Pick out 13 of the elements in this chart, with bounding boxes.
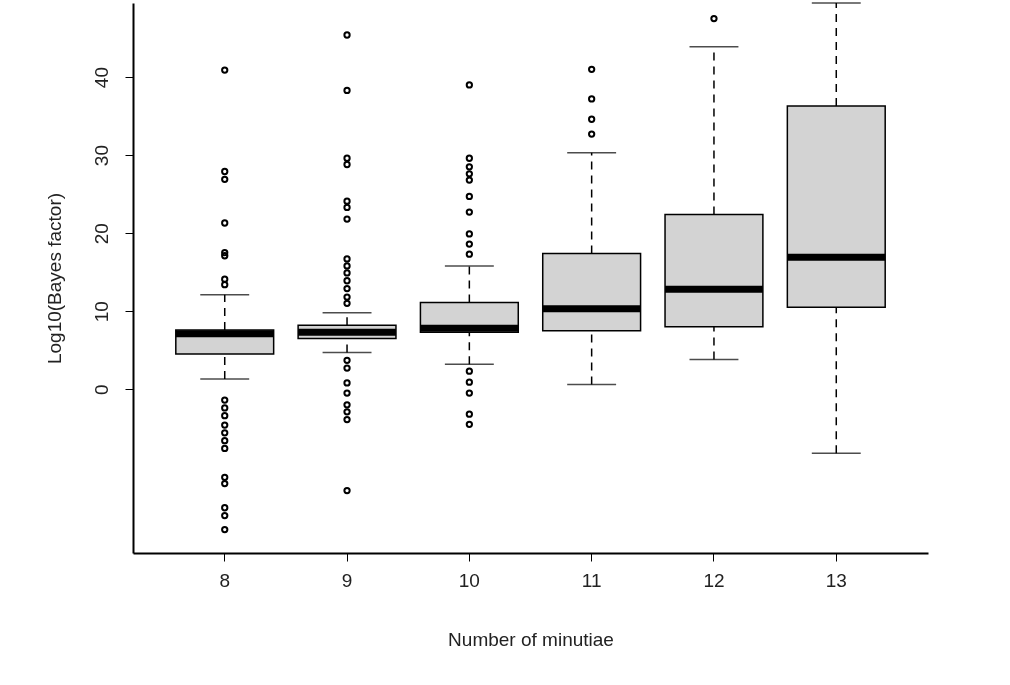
x-tick-label: 13 xyxy=(825,569,847,591)
x-tick-label: 11 xyxy=(581,569,602,591)
x-tick-label: 9 xyxy=(341,569,353,591)
x-tick-label: 12 xyxy=(703,569,725,591)
y-tick-label: 20 xyxy=(90,223,112,245)
y-axis-title: Log10(Bayes factor) xyxy=(43,192,65,365)
y-tick-label: 10 xyxy=(90,301,112,323)
x-axis-title: Number of minutiae xyxy=(448,628,614,650)
y-tick-label: 40 xyxy=(90,67,112,89)
x-tick-label: 8 xyxy=(219,569,231,591)
y-tick-label: 30 xyxy=(90,145,112,167)
y-tick-label: 0 xyxy=(90,384,112,395)
x-tick-label: 10 xyxy=(458,569,480,591)
